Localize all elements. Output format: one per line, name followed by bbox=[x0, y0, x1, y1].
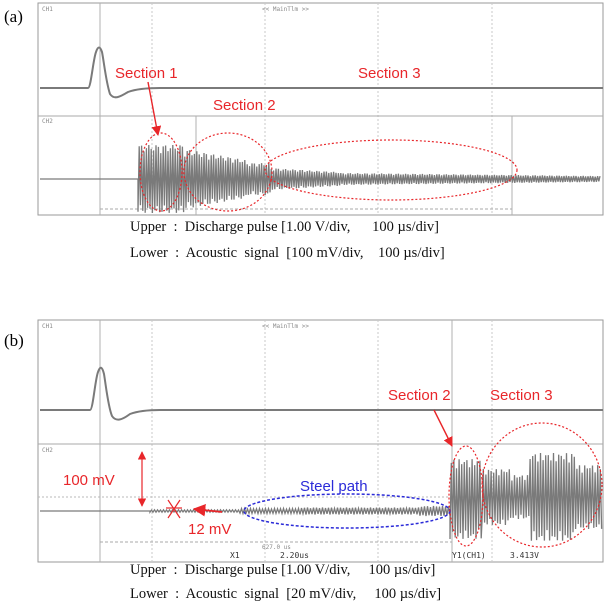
panel-b: (b) CH1 CH2 << MainTlm >> 627.0 us X1 2.… bbox=[4, 319, 604, 563]
section3-label-a: Section 3 bbox=[358, 65, 421, 82]
steel-path-label-b: Steel path bbox=[300, 478, 368, 495]
discharge-pulse-trace-b bbox=[40, 366, 603, 421]
scope-header-b: << MainTlm >> bbox=[262, 323, 309, 330]
section2-label-a: Section 2 bbox=[213, 97, 276, 114]
panel-b-letter: (b) bbox=[4, 331, 24, 350]
section3-ellipse-a bbox=[264, 139, 518, 201]
scope-screen-b: CH1 CH2 << MainTlm >> 627.0 us X1 2.20us… bbox=[37, 319, 604, 563]
ch2-tag-b: CH2 bbox=[42, 447, 53, 454]
ch1-tag-b: CH1 bbox=[42, 323, 53, 330]
ch1-tag-a: CH1 bbox=[42, 6, 53, 13]
amp-12-label-b: 12 mV bbox=[188, 521, 231, 538]
y1-label-b: Y1(CH1) bbox=[452, 551, 486, 560]
section1-label-a: Section 1 bbox=[115, 65, 178, 82]
section2-ellipse-a bbox=[183, 132, 273, 212]
ch2-tag-a: CH2 bbox=[42, 118, 53, 125]
amp-100-label-b: 100 mV bbox=[63, 472, 115, 489]
caption-lower-b: Lower : Acoustic signal [20 mV/div, 100 … bbox=[130, 586, 442, 602]
section2-label-b: Section 2 bbox=[388, 387, 451, 404]
amp-12-cross-b bbox=[166, 499, 182, 519]
discharge-pulse-trace-a bbox=[40, 46, 603, 99]
section3-label-b: Section 3 bbox=[490, 387, 553, 404]
panel-a-letter: (a) bbox=[4, 7, 23, 26]
x1-time-b: 2.20us bbox=[280, 551, 309, 560]
span-readout-b: 627.0 us bbox=[262, 544, 291, 551]
scope-header-a: << MainTlm >> bbox=[262, 6, 309, 13]
caption-upper-b: Upper : Discharge pulse [1.00 V/div, 100… bbox=[130, 562, 436, 578]
section3-ellipse-b bbox=[481, 422, 603, 548]
x1-label-b: X1 bbox=[230, 551, 240, 560]
section2-arrow-b bbox=[433, 409, 453, 447]
y1-value-b: 3.413V bbox=[510, 551, 539, 560]
caption-lower-a: Lower : Acoustic signal [100 mV/div, 100… bbox=[130, 245, 445, 261]
acoustic-trace-a bbox=[40, 144, 601, 214]
amp-12-arrow-b bbox=[192, 503, 223, 517]
acoustic-trace-b bbox=[40, 452, 603, 541]
section1-arrow-a bbox=[147, 81, 162, 136]
panel-a: (a) CH1 CH2 << MainTlm >> bbox=[4, 2, 604, 216]
caption-upper-a: Upper : Discharge pulse [1.00 V/div, 100… bbox=[130, 219, 439, 235]
